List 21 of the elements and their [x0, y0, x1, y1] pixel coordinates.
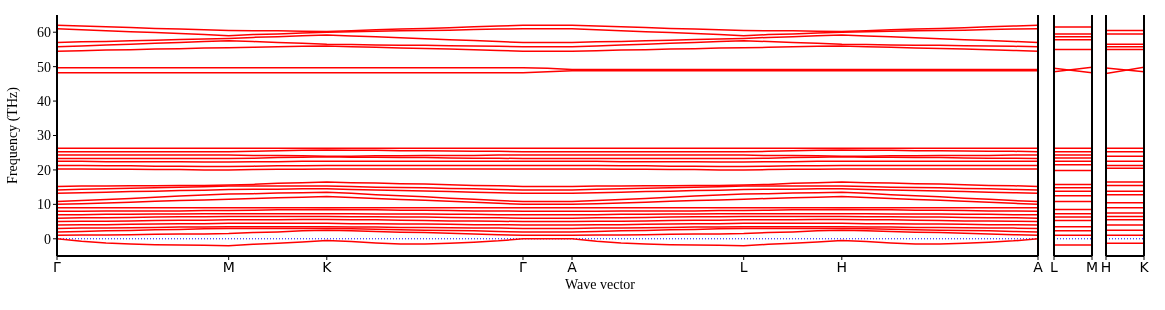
y-tick-label: 10: [37, 197, 51, 213]
x-tick-label: A: [567, 258, 578, 275]
y-axis-title: Frequency (THz): [4, 86, 21, 184]
y-tick-label: 50: [37, 59, 51, 75]
x-tick-label: M: [222, 258, 235, 275]
y-tick-label: 20: [37, 162, 51, 178]
x-tick-label: K: [1139, 258, 1150, 275]
x-tick-label: M: [1085, 258, 1099, 275]
x-tick-label: L: [1050, 258, 1059, 275]
y-tick-label: 40: [37, 94, 51, 110]
y-tick-label: 0: [44, 231, 51, 247]
x-axis-title: Wave vector: [564, 277, 636, 293]
x-tick-label: A: [1033, 258, 1044, 275]
y-tick-label: 60: [37, 25, 51, 41]
x-tick-label: H: [836, 258, 848, 275]
x-tick-label: L: [739, 258, 748, 275]
x-tick-label: K: [322, 258, 333, 275]
x-tick-label: H: [1100, 258, 1112, 275]
x-tick-label: Γ: [53, 258, 62, 275]
x-tick-label: Γ: [519, 258, 528, 275]
y-tick-label: 30: [37, 128, 51, 144]
